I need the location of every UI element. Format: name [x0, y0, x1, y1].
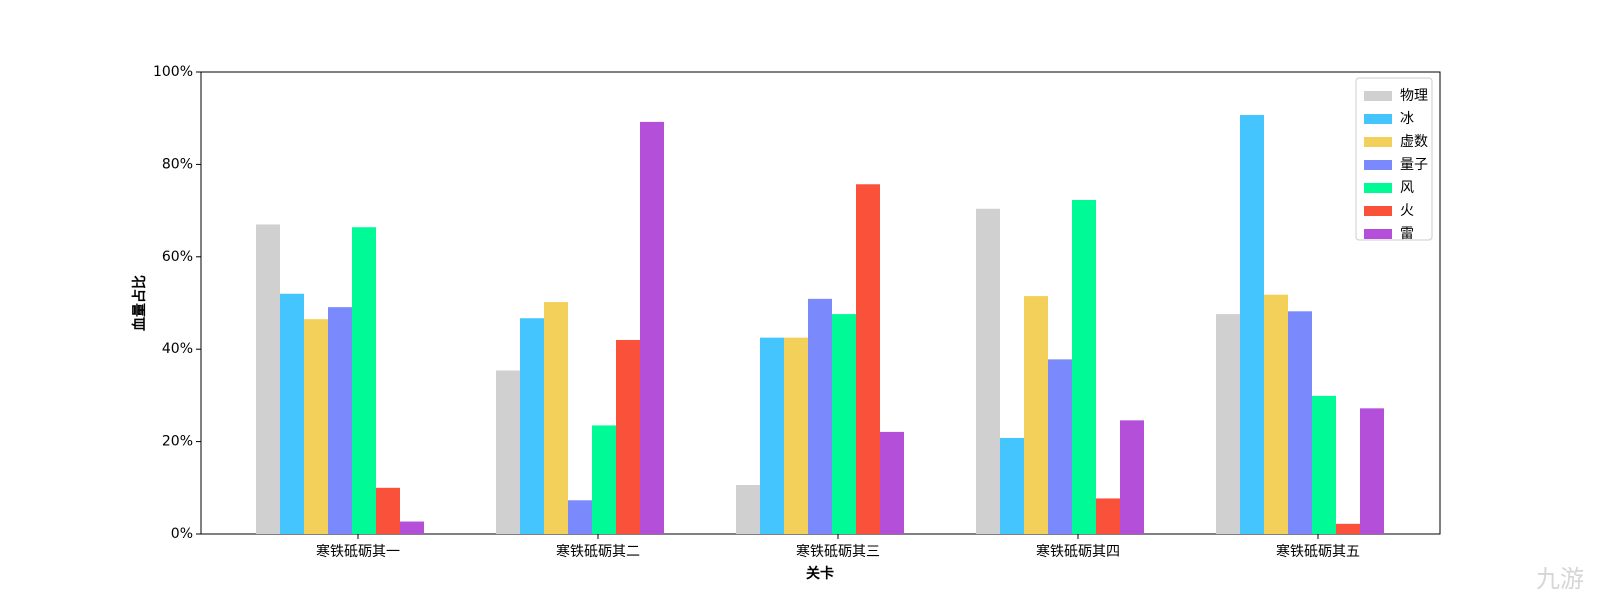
- legend-label: 雷: [1400, 226, 1414, 242]
- legend-label: 火: [1400, 203, 1414, 219]
- legend-swatch: [1364, 114, 1392, 124]
- bar: [256, 224, 280, 534]
- y-tick-label: 60%: [162, 249, 193, 265]
- legend-swatch: [1364, 91, 1392, 101]
- bar: [1072, 199, 1096, 534]
- bar: [496, 370, 520, 534]
- bar: [1288, 311, 1312, 534]
- bar: [328, 307, 352, 534]
- legend-label: 量子: [1400, 157, 1428, 173]
- y-tick-label: 80%: [162, 156, 193, 172]
- x-tick-label: 寒铁砥砺其二: [556, 543, 640, 560]
- bar: [1360, 408, 1384, 534]
- legend-swatch: [1364, 206, 1392, 216]
- bar: [400, 521, 424, 534]
- bar: [640, 121, 664, 535]
- legend-swatch: [1364, 160, 1392, 170]
- bar: [1264, 294, 1288, 534]
- legend-label: 风: [1400, 180, 1414, 196]
- x-tick-label: 寒铁砥砺其一: [316, 543, 400, 560]
- bar: [1216, 314, 1240, 534]
- bar: [808, 298, 832, 534]
- bar: [568, 500, 592, 534]
- legend-swatch: [1364, 137, 1392, 147]
- bar: [1048, 359, 1072, 534]
- bar: [1312, 395, 1336, 534]
- x-tick-label: 寒铁砥砺其四: [1036, 543, 1120, 560]
- bar: [1336, 523, 1360, 534]
- bar: [976, 208, 1000, 534]
- legend-label: 虚数: [1400, 134, 1428, 150]
- bar: [544, 302, 568, 534]
- bar: [784, 337, 808, 534]
- x-tick-label: 寒铁砥砺其三: [796, 543, 880, 560]
- legend-label: 冰: [1400, 111, 1414, 127]
- y-tick-label: 20%: [162, 434, 193, 450]
- bar: [520, 318, 544, 534]
- bar: [832, 314, 856, 534]
- bar: [592, 425, 616, 534]
- bar: [880, 431, 904, 534]
- bar: [856, 184, 880, 535]
- y-axis-label: 血量占比: [131, 275, 148, 331]
- bar: [1120, 420, 1144, 534]
- y-tick-label: 40%: [162, 341, 193, 357]
- bar: [352, 227, 376, 534]
- bar: [376, 487, 400, 534]
- y-tick-label: 0%: [171, 526, 193, 542]
- bar: [1096, 498, 1120, 534]
- legend-swatch: [1364, 229, 1392, 239]
- bar: [760, 337, 784, 534]
- y-tick-label: 100%: [153, 64, 193, 80]
- x-tick-label: 寒铁砥砺其五: [1276, 543, 1360, 560]
- watermark: 九游: [1536, 565, 1584, 593]
- bar: [1240, 114, 1264, 534]
- bar: [736, 485, 760, 534]
- bar: [616, 339, 640, 534]
- bar: [280, 293, 304, 534]
- bar: [1000, 437, 1024, 534]
- legend-label: 物理: [1400, 88, 1428, 104]
- bar: [1024, 296, 1048, 534]
- bar: [304, 319, 328, 534]
- legend-swatch: [1364, 183, 1392, 193]
- x-axis-label: 关卡: [806, 565, 834, 582]
